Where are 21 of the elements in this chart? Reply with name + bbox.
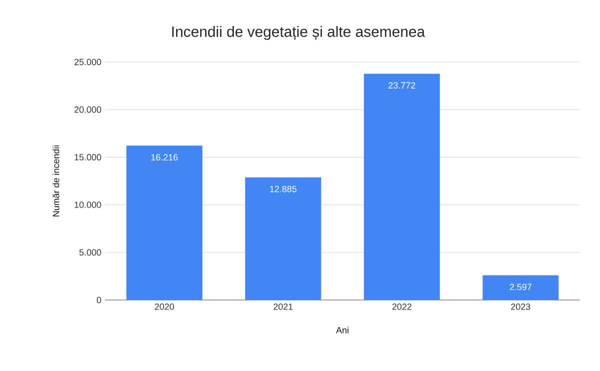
x-axis-title: Ani — [336, 326, 348, 334]
y-axis-title: Număr de incendii — [52, 145, 60, 216]
y-tick-label: 5.000 — [79, 249, 102, 256]
data-label: 12.885 — [270, 186, 296, 192]
data-label: 23.772 — [388, 82, 416, 89]
y-tick-label: 10.000 — [74, 202, 102, 208]
x-tick-label: 2020 — [154, 304, 174, 310]
bar — [245, 177, 322, 300]
y-tick-label: 20.000 — [74, 106, 102, 113]
chart-title: Incendii de vegetație și alte asemenea — [172, 26, 426, 40]
x-tick-label: 2023 — [511, 304, 530, 310]
y-tick-label: 25.000 — [74, 58, 102, 66]
y-tick-label: 0 — [96, 296, 102, 304]
bar — [126, 146, 202, 300]
data-label: 2.597 — [510, 284, 532, 290]
x-tick-label: 2022 — [392, 304, 412, 310]
y-tick-label: 15.000 — [74, 154, 102, 160]
bar — [482, 275, 559, 300]
data-label: 16.216 — [151, 154, 178, 160]
x-tick-label: 2021 — [274, 304, 293, 310]
bar — [364, 74, 440, 300]
